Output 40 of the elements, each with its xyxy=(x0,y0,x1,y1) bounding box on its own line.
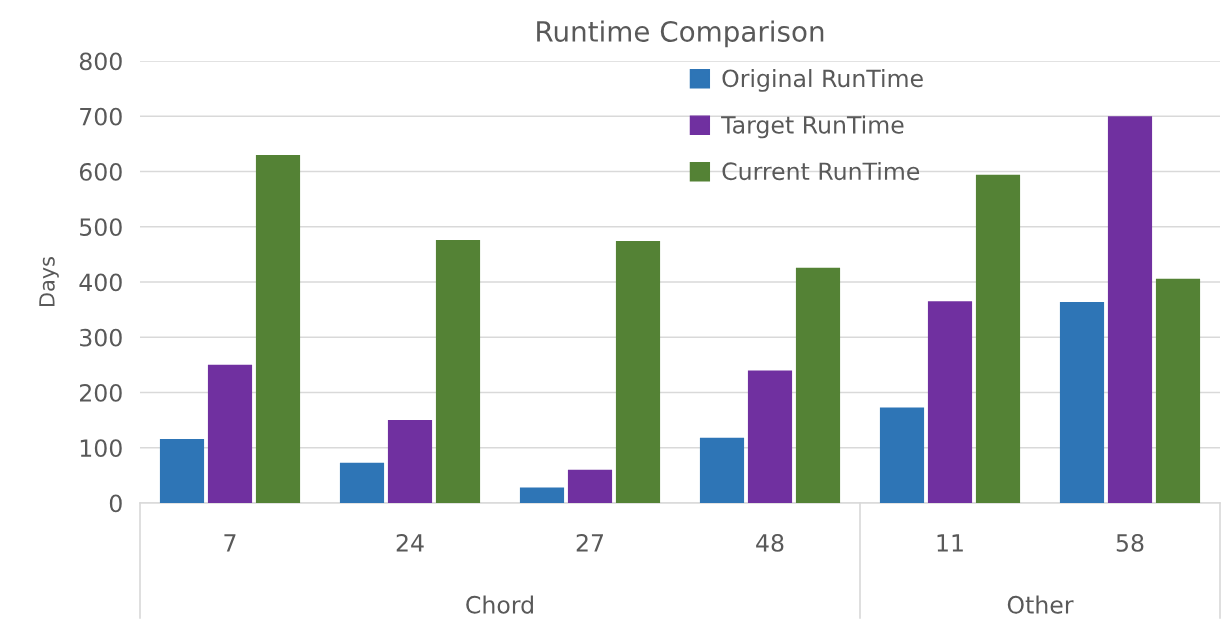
legend-label: Target RunTime xyxy=(721,115,904,139)
y-tick-label: 100 xyxy=(80,439,122,458)
y-tick-label: 600 xyxy=(79,162,122,181)
x-tick-label: 48 xyxy=(756,533,784,552)
bar xyxy=(879,407,925,503)
bar xyxy=(339,462,385,503)
y-tick-label: 500 xyxy=(80,218,122,237)
bar xyxy=(435,240,481,503)
bar xyxy=(975,174,1021,503)
bar xyxy=(519,487,565,503)
bar xyxy=(1155,278,1201,503)
bar xyxy=(795,267,841,503)
y-tick-label: 200 xyxy=(80,383,122,402)
bar xyxy=(699,437,745,503)
y-tick-label: 700 xyxy=(80,107,122,126)
bar xyxy=(255,154,301,503)
bar xyxy=(615,241,661,503)
chart-title: Runtime Comparison xyxy=(537,20,824,48)
x-tick-label: 27 xyxy=(576,533,603,552)
bar xyxy=(567,469,613,503)
y-axis-title: Days xyxy=(39,257,59,306)
x-tick-label: 7 xyxy=(224,534,236,552)
bar xyxy=(1059,301,1105,503)
bar xyxy=(387,420,433,503)
x-tick-label: 11 xyxy=(937,534,963,552)
bar xyxy=(1107,116,1153,503)
y-tick-label: 400 xyxy=(79,273,122,292)
x-tick-label: 24 xyxy=(396,533,424,552)
text: Chord xyxy=(466,595,533,614)
x-tick-label: 58 xyxy=(1116,533,1144,552)
bar xyxy=(207,364,253,503)
bar xyxy=(747,370,793,503)
bar xyxy=(159,438,205,503)
y-tick-label: 800 xyxy=(79,52,122,71)
legend-label: Current RunTime xyxy=(722,161,920,181)
bar xyxy=(927,301,973,503)
legend-label: Original RunTime xyxy=(722,68,923,92)
text: Other xyxy=(1007,595,1074,614)
y-tick-label: 0 xyxy=(109,494,122,513)
y-tick-label: 300 xyxy=(80,328,122,347)
